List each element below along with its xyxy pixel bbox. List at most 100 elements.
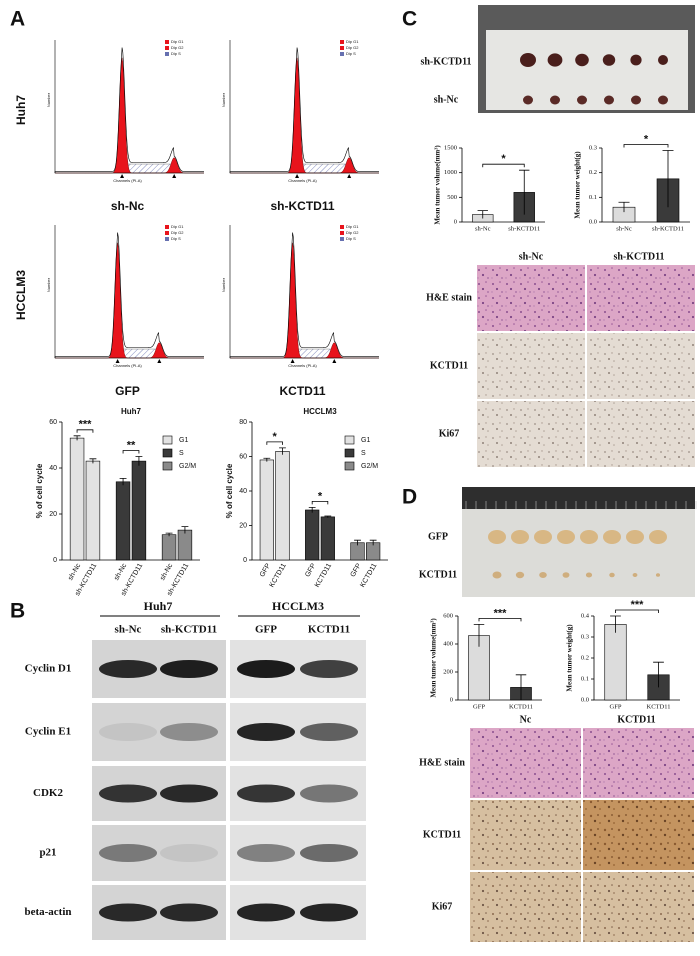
y-tick-label: 0 [243, 557, 247, 564]
tumor [562, 572, 570, 578]
legend-label: Dip G1 [171, 39, 184, 44]
y-tick-label: 0.2 [589, 169, 597, 176]
tumor [492, 571, 502, 579]
y-tick-label: 1000 [444, 169, 457, 176]
error-bar [263, 457, 271, 462]
cell-line-label: Huh7 [144, 599, 173, 613]
x-tick-label: GFP [473, 703, 485, 710]
error-bar [515, 674, 527, 700]
significance: * [273, 431, 278, 443]
x-tick-label: sh-Nc [475, 225, 491, 232]
legend-label: Dip S [346, 51, 356, 56]
s-phase [292, 348, 335, 359]
tumor [488, 530, 506, 544]
condition-label: GFP [255, 624, 277, 636]
condition-label: sh-KCTD11 [161, 624, 217, 636]
legend-label: Dip G1 [346, 224, 359, 229]
legend-swatch [162, 435, 173, 445]
axis-label: Channels (PI-A) [113, 178, 142, 183]
marker [115, 359, 120, 363]
y-axis-label: Mean tumor volume(mm³) [430, 618, 438, 698]
ruler [462, 487, 695, 509]
significance: * [501, 153, 506, 165]
legend-label: Dip G2 [346, 45, 359, 50]
error-bar [369, 539, 377, 546]
blot [92, 703, 226, 761]
chart-title: Huh7 [121, 407, 142, 416]
axis-label: Channels (PI-A) [113, 363, 142, 368]
legend-label: Dip S [346, 236, 356, 241]
axis-label: Number [46, 92, 51, 107]
tumor [602, 54, 616, 66]
error-bar [89, 458, 97, 464]
legend-swatch [340, 40, 344, 44]
legend-label: Dip G2 [346, 230, 359, 235]
legend-swatch [340, 225, 344, 229]
legend-label: Dip G2 [171, 45, 184, 50]
error-bar [181, 526, 189, 534]
y-tick-label: 400 [443, 640, 453, 647]
y-tick-label: 80 [239, 419, 247, 426]
error-bar [324, 515, 332, 518]
x-tick-label: sh-KCTD11 [508, 225, 540, 232]
axis-label: Number [221, 277, 226, 292]
tumor [515, 571, 525, 579]
x-tick-label: sh-Nc [159, 562, 174, 582]
histology-image [470, 728, 581, 798]
panel-label: C [402, 8, 417, 31]
tumor [511, 530, 529, 544]
legend-swatch [162, 461, 173, 471]
x-tick-label: sh-Nc [616, 225, 632, 232]
tumor [575, 53, 589, 67]
band [300, 844, 358, 862]
error-bar [519, 169, 530, 215]
error-bar [73, 435, 81, 441]
significance-bracket [122, 450, 140, 454]
row-label: Ki67 [439, 428, 460, 439]
s-phase [296, 163, 350, 174]
y-axis-label: Mean tumor weight(g) [566, 624, 574, 692]
marker [347, 174, 352, 178]
significance-bracket [311, 500, 329, 505]
band [237, 844, 295, 862]
row-label: H&E stain [419, 757, 465, 768]
x-tick-label: GFP [610, 703, 622, 710]
group-label: sh-KCTD11 [420, 56, 471, 67]
tumor [609, 572, 615, 578]
y-tick-label: 0.1 [589, 194, 597, 201]
band [237, 784, 295, 803]
y-tick-label: 1500 [444, 144, 457, 151]
y-axis-label: Mean tumor volume(mm³) [434, 145, 442, 225]
marker [332, 359, 337, 363]
band [300, 784, 358, 803]
error-bar [308, 506, 316, 513]
group-label: KCTD11 [419, 569, 457, 580]
g-peaks [230, 242, 379, 359]
tumor [658, 95, 668, 105]
histology-image [583, 800, 694, 870]
legend-label: S [361, 450, 366, 457]
error-bar [279, 447, 286, 455]
tumor [577, 95, 587, 105]
bar [115, 481, 131, 561]
y-tick-label: 0.3 [581, 633, 589, 640]
histology-image [470, 872, 581, 942]
outline [54, 232, 204, 358]
legend-label: Dip G2 [171, 230, 184, 235]
error-bar [653, 661, 664, 688]
legend-swatch [165, 46, 169, 50]
tumor [603, 530, 621, 544]
band [99, 844, 157, 862]
band [99, 660, 157, 678]
row-label: KCTD11 [423, 829, 461, 840]
histology-image [587, 265, 695, 331]
tumor [626, 530, 644, 544]
tumor [557, 530, 575, 544]
y-tick-label: 600 [443, 612, 453, 619]
tumor [658, 55, 668, 65]
blot [92, 825, 226, 881]
error-bar [662, 150, 674, 208]
tumor [520, 53, 536, 67]
protein-label: Cyclin E1 [25, 726, 71, 738]
x-tick-label: GFP [350, 562, 363, 578]
